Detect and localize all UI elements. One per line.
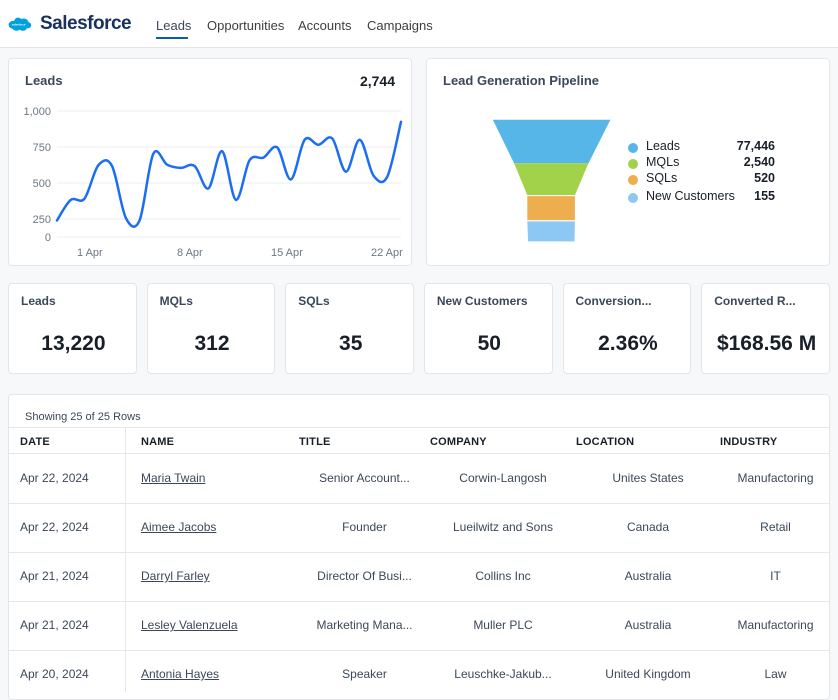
svg-text:22 Apr: 22 Apr xyxy=(371,247,403,259)
svg-text:750: 750 xyxy=(33,142,51,154)
svg-text:1 Apr: 1 Apr xyxy=(77,247,103,259)
svg-text:15 Apr: 15 Apr xyxy=(271,247,303,259)
svg-text:salesforce: salesforce xyxy=(12,23,26,27)
svg-text:250: 250 xyxy=(33,214,51,226)
svg-text:500: 500 xyxy=(33,178,51,190)
svg-text:1,000: 1,000 xyxy=(23,106,51,118)
svg-text:0: 0 xyxy=(45,232,51,244)
svg-text:8 Apr: 8 Apr xyxy=(177,247,203,259)
